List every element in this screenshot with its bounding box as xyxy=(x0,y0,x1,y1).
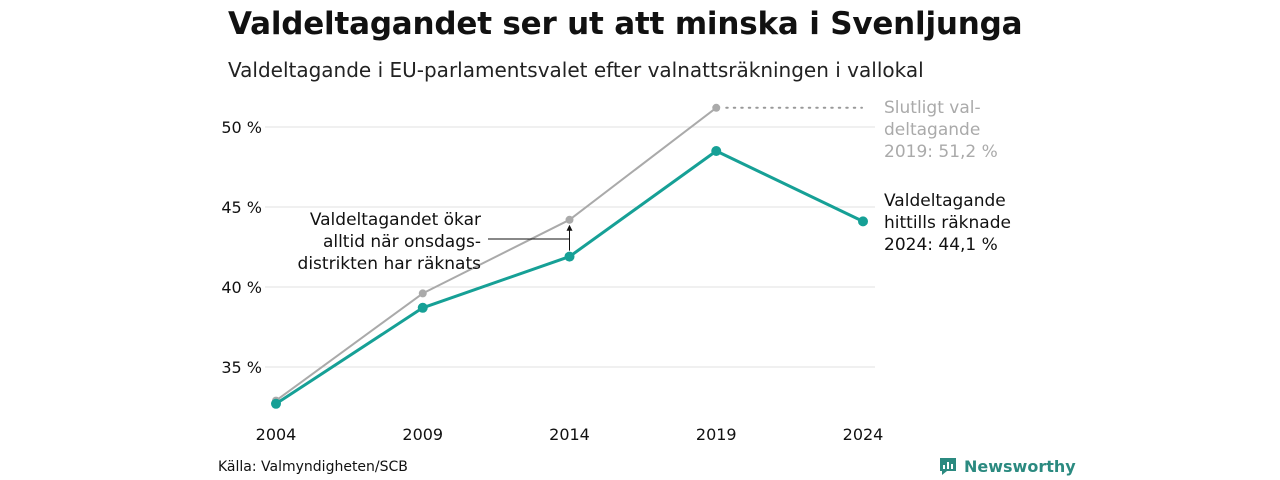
chart-title: Valdeltagandet ser ut att minska i Svenl… xyxy=(228,6,1023,42)
data-point-valnatt xyxy=(711,146,722,156)
final-turnout-label: Slutligt val- xyxy=(884,98,981,118)
final-turnout-label: 2019: 51,2 % xyxy=(884,142,998,162)
data-point-valnatt xyxy=(417,302,428,313)
data-point-valnatt xyxy=(564,251,575,262)
note-label: Valdeltagandet ökar xyxy=(310,210,481,230)
y-tick-label: 50 % xyxy=(221,118,262,137)
note-label: alltid när onsdags- xyxy=(323,232,481,252)
arrow-head xyxy=(566,224,573,231)
chart-subtitle: Valdeltagande i EU-parlamentsvalet efter… xyxy=(228,58,924,82)
brand-name: Newsworthy xyxy=(964,456,1076,476)
data-point-valnatt xyxy=(858,216,868,227)
data-point-final xyxy=(418,289,427,298)
y-tick-label: 45 % xyxy=(221,198,262,217)
data-point-final xyxy=(712,103,721,112)
bar-chart-logo-icon xyxy=(940,458,956,475)
y-tick-label: 35 % xyxy=(221,358,262,377)
x-tick-label: 2009 xyxy=(402,425,443,444)
brand-logo[interactable]: Newsworthy xyxy=(938,456,1076,476)
source-note: Källa: Valmyndigheten/SCB xyxy=(218,459,408,475)
x-tick-label: 2019 xyxy=(696,425,737,444)
y-tick-label: 40 % xyxy=(221,278,262,297)
data-point-valnatt xyxy=(271,398,281,409)
series-group xyxy=(271,103,868,409)
x-tick-label: 2024 xyxy=(843,425,884,444)
grid-lines xyxy=(265,126,875,368)
series-line-valnatt xyxy=(275,149,864,406)
x-tick-label: 2014 xyxy=(549,425,590,444)
x-tick-label: 2004 xyxy=(256,425,297,444)
data-point-final xyxy=(565,215,574,224)
final-turnout-label: deltagande xyxy=(884,120,980,140)
note-label: distrikten har räknats xyxy=(298,254,482,274)
current-turnout-label: Valdeltagande xyxy=(884,191,1006,211)
current-turnout-label: hittills räknade xyxy=(884,213,1011,233)
current-turnout-label: 2024: 44,1 % xyxy=(884,235,998,255)
y-axis-tick-labels: 35 % 40 % 45 % 50 % xyxy=(221,118,262,377)
x-axis-tick-labels: 2004 2009 2014 2019 2024 xyxy=(256,425,884,444)
series-line-final xyxy=(275,107,717,402)
